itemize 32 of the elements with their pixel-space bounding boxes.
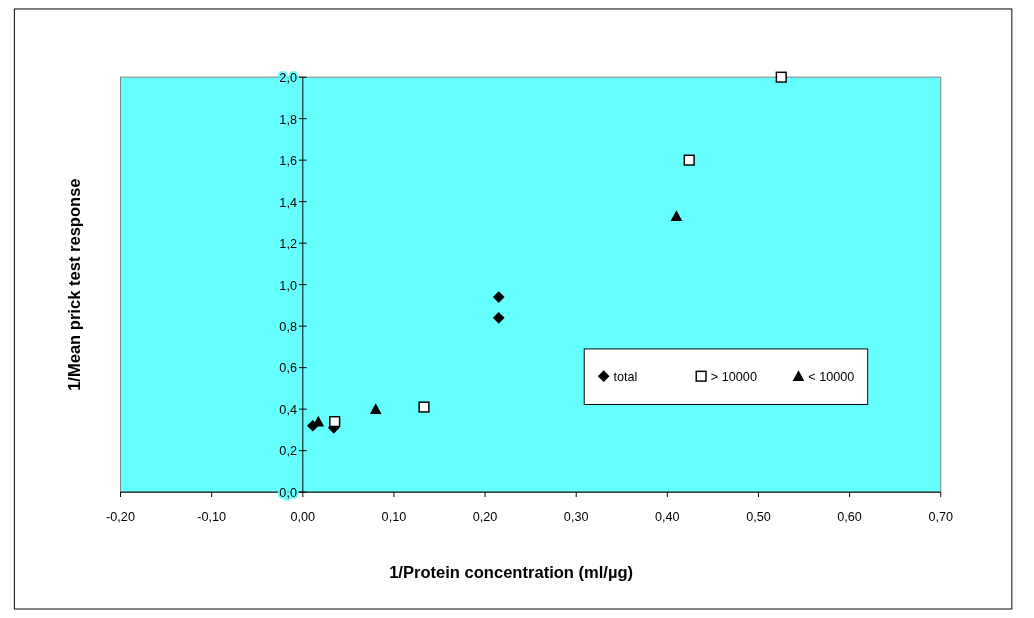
x-tick-label: 0,10 <box>381 510 407 525</box>
x-tick-label: -0,20 <box>106 510 135 525</box>
y-tick-label: 1,6 <box>279 154 297 169</box>
y-tick-label: 0,6 <box>279 361 297 376</box>
x-tick-label: 0,50 <box>746 510 771 525</box>
point <box>670 210 683 222</box>
y-tick-label: 0,4 <box>279 403 297 418</box>
point <box>492 312 505 324</box>
y-tick-label: 0,2 <box>279 444 297 459</box>
y-tick-label: 1,2 <box>279 237 297 252</box>
point <box>492 291 505 303</box>
x-axis-title: 1/Protein concentration (ml/µg) <box>389 562 634 582</box>
point <box>418 401 430 413</box>
y-tick-label: 1,8 <box>279 112 297 127</box>
x-tick-label: 0,30 <box>563 510 589 525</box>
point <box>775 71 787 83</box>
x-tick-label: 0,70 <box>928 510 954 525</box>
y-tick-label: 1,0 <box>279 278 297 293</box>
y-tick-label: 1,4 <box>279 195 297 210</box>
x-tick-label: 0,00 <box>290 510 316 525</box>
point <box>369 403 382 415</box>
legend-label: total <box>613 370 638 385</box>
y-axis-title: 1/Mean prick test response <box>64 178 84 391</box>
point <box>329 415 341 428</box>
legend-label: > 10000 <box>710 370 757 385</box>
x-tick-label: 0,20 <box>472 510 498 525</box>
legend-label: < 10000 <box>808 370 855 385</box>
x-tick-label: 0,60 <box>837 510 862 525</box>
x-tick-label: -0,10 <box>197 510 227 525</box>
y-tick-label: 0,8 <box>279 320 297 335</box>
point <box>683 154 695 166</box>
x-tick-label: 0,40 <box>655 510 680 525</box>
